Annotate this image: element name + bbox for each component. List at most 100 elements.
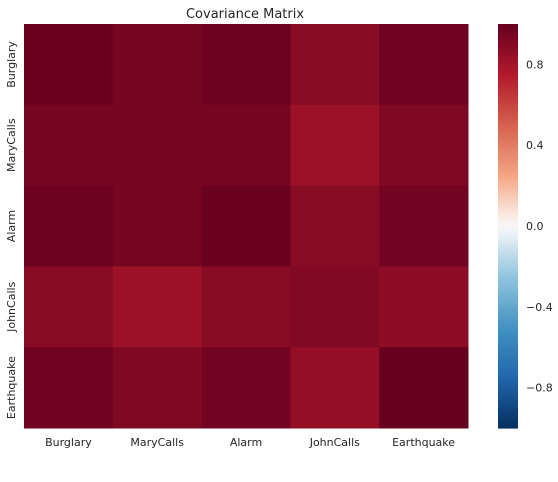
- colorbar-segment: [498, 256, 518, 261]
- colorbar-segment: [498, 350, 518, 355]
- colorbar-segment: [498, 135, 518, 140]
- colorbar-segment: [498, 306, 518, 311]
- heatmap-cell: [112, 104, 203, 187]
- colorbar-segment: [498, 104, 518, 109]
- heatmap-cell: [201, 24, 291, 106]
- colorbar-segment: [498, 148, 518, 153]
- colorbar-segment: [498, 377, 518, 382]
- heatmap-cell: [290, 266, 380, 348]
- heatmap-cell: [379, 104, 469, 187]
- colorbar-segment: [498, 209, 518, 214]
- colorbar-segment: [498, 269, 518, 274]
- colorbar-segment: [498, 340, 518, 345]
- colorbar-segment: [498, 71, 518, 76]
- colorbar-segment: [498, 199, 518, 204]
- colorbar-segment: [498, 108, 518, 113]
- colorbar-segment: [498, 24, 518, 28]
- colorbar-segment: [498, 77, 518, 82]
- colorbar-segment: [498, 367, 518, 372]
- x-tick-label: Earthquake: [392, 436, 455, 449]
- colorbar: −0.8 −0.4 0.0 0.4 0.8: [498, 24, 553, 429]
- colorbar-tick-label: −0.8: [526, 382, 553, 395]
- x-tick-label: Alarm: [230, 436, 262, 449]
- colorbar-segment: [498, 424, 518, 429]
- heatmap-cell: [290, 347, 380, 429]
- colorbar-segment: [498, 286, 518, 291]
- colorbar-segment: [498, 145, 518, 150]
- colorbar-segment: [498, 279, 518, 284]
- colorbar-segment: [498, 347, 518, 352]
- heatmap-cell: [112, 24, 203, 106]
- heatmap-cell: [112, 347, 203, 429]
- colorbar-segment: [498, 289, 518, 294]
- colorbar-segment: [498, 182, 518, 187]
- colorbar-segment: [498, 370, 518, 375]
- colorbar-segment: [498, 64, 518, 69]
- y-tick-labels: Burglary MaryCalls Alarm JohnCalls Earthquak…: [5, 41, 18, 419]
- colorbar-segment: [498, 374, 518, 379]
- colorbar-segment: [498, 236, 518, 241]
- heatmap-cell: [379, 24, 469, 106]
- colorbar-segment: [498, 168, 518, 173]
- colorbar-segment: [498, 242, 518, 247]
- colorbar-segment: [498, 421, 518, 426]
- heatmap-cell: [24, 347, 114, 429]
- colorbar-segment: [498, 57, 518, 62]
- colorbar-tick-label: −0.4: [526, 301, 553, 314]
- heatmap-cell: [290, 185, 380, 267]
- colorbar-segment: [498, 232, 518, 237]
- colorbar-segment: [498, 283, 518, 288]
- chart-title: Covariance Matrix: [186, 7, 304, 22]
- heatmap-cell: [290, 24, 380, 106]
- colorbar-segment: [498, 384, 518, 389]
- colorbar-segment: [498, 128, 518, 133]
- colorbar-segment: [498, 239, 518, 244]
- colorbar-segment: [498, 353, 518, 358]
- colorbar-segment: [498, 87, 518, 92]
- y-tick-label: Earthquake: [5, 356, 18, 419]
- colorbar-segment: [498, 397, 518, 402]
- colorbar-segment: [498, 172, 518, 177]
- colorbar-segment: [498, 293, 518, 298]
- colorbar-segment: [498, 333, 518, 338]
- colorbar-segment: [498, 266, 518, 271]
- colorbar-segment: [498, 195, 518, 200]
- y-tick-label: MaryCalls: [5, 118, 18, 172]
- colorbar-segment: [498, 155, 518, 160]
- colorbar-segment: [498, 125, 518, 129]
- colorbar-segment: [498, 30, 518, 35]
- colorbar-tick-label: 0.8: [526, 58, 544, 71]
- x-tick-labels: Burglary MaryCalls Alarm JohnCalls Earthquak…: [45, 436, 455, 449]
- colorbar-segment: [498, 300, 518, 305]
- colorbar-segment: [498, 313, 518, 318]
- colorbar-segment: [498, 158, 518, 163]
- colorbar-segment: [498, 387, 518, 392]
- heatmap-cell: [24, 24, 114, 106]
- colorbar-segment: [498, 343, 518, 348]
- colorbar-segment: [498, 390, 518, 395]
- colorbar-segment: [498, 316, 518, 321]
- colorbar-segment: [498, 276, 518, 281]
- colorbar-segment: [498, 192, 518, 197]
- heatmap-cell: [201, 266, 291, 348]
- colorbar-segment: [498, 414, 518, 419]
- colorbar-tick-label: 0.4: [526, 139, 544, 152]
- colorbar-segment: [498, 114, 518, 119]
- heatmap-cell: [24, 185, 114, 267]
- colorbar-segment: [498, 118, 518, 123]
- colorbar-segment: [498, 246, 518, 251]
- colorbar-segment: [498, 252, 518, 257]
- colorbar-segment: [498, 226, 518, 230]
- colorbar-segment: [498, 364, 518, 368]
- colorbar-segment: [498, 37, 518, 42]
- heatmap-cell: [112, 266, 203, 348]
- colorbar-segment: [498, 401, 518, 406]
- colorbar-segment: [498, 215, 518, 220]
- colorbar-segment: [498, 40, 518, 45]
- colorbar-segment: [498, 54, 518, 59]
- colorbar-segment: [498, 229, 518, 234]
- heatmap-cell: [24, 104, 114, 187]
- heatmap-cell: [201, 104, 291, 187]
- heatmap-cell: [379, 347, 469, 429]
